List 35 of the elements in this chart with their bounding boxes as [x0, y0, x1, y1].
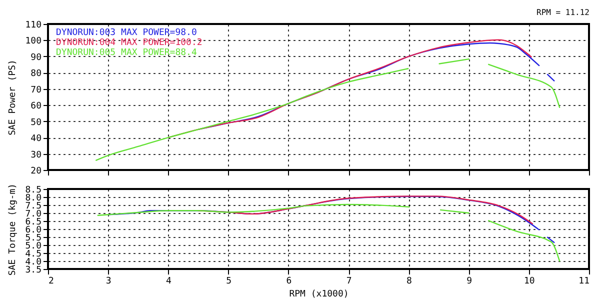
- y-tick-label: 100: [25, 36, 42, 47]
- y-axis-title: SAE Power (PS): [8, 60, 18, 136]
- y-axis-title: SAE Torque (kg-m): [8, 183, 18, 276]
- x-tick-label: 11: [578, 276, 590, 286]
- y-tick-label: 6.0: [25, 226, 42, 236]
- y-tick-label: 5.5: [25, 234, 42, 244]
- y-tick-label: 5.0: [25, 242, 42, 252]
- x-tick-label: 6: [286, 276, 292, 286]
- x-tick-label: 5: [226, 276, 232, 286]
- y-tick-label: 110: [25, 20, 42, 30]
- y-tick-label: 20: [30, 166, 42, 176]
- x-tick-label: 9: [466, 276, 472, 286]
- y-tick-label: 30: [30, 150, 42, 160]
- y-tick-label: 8.0: [25, 194, 42, 204]
- x-tick-label: 8: [406, 276, 412, 286]
- x-tick-label: 10: [524, 276, 535, 286]
- y-tick-label: 50: [30, 118, 42, 128]
- text: DYNORUN:005 MAX POWER=88.4: [56, 48, 197, 58]
- y-tick-label: 90: [30, 52, 42, 63]
- y-tick-label: 80: [30, 69, 42, 80]
- x-tick-label: 2: [48, 276, 54, 286]
- line-series: [198, 196, 534, 224]
- text: DYNORUN:003 MAX POWER=98.0: [56, 28, 197, 38]
- y-tick-label: 4.5: [25, 250, 42, 260]
- y-tick-label: 70: [30, 85, 42, 96]
- x-tick-label: 4: [166, 276, 172, 286]
- x-tick-label: 7: [346, 276, 352, 286]
- y-tick-label: 60: [30, 102, 42, 112]
- y-tick-label: 40: [30, 134, 42, 144]
- text: DYNORUN:004 MAX POWER=100.2: [56, 38, 202, 48]
- text: RPM = 11.12: [536, 8, 590, 17]
- x-axis-title: RPM (x1000): [289, 290, 349, 300]
- y-tick-label: 3.5: [25, 266, 42, 276]
- y-tick-label: 7.5: [25, 202, 42, 212]
- x-tick-label: 3: [106, 276, 112, 286]
